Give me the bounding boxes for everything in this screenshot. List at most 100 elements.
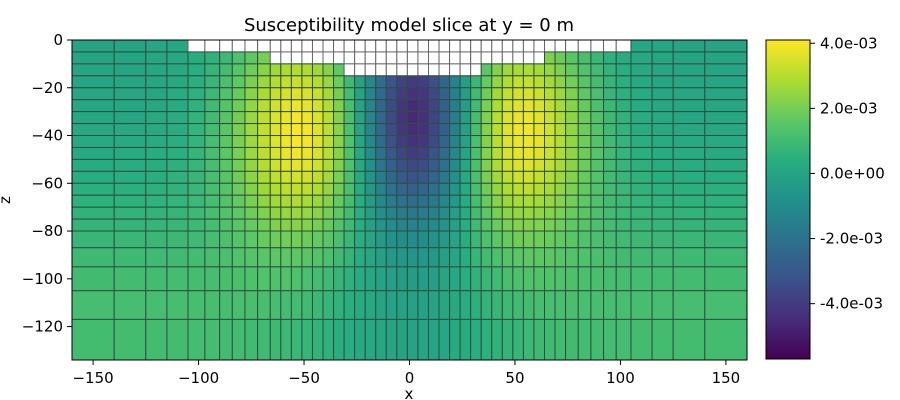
mesh-cell: [459, 135, 472, 148]
mesh-cell: [280, 123, 292, 137]
mesh-cell: [354, 247, 366, 268]
mesh-cell: [577, 266, 592, 292]
mesh-cell: [417, 218, 429, 232]
mesh-cell: [145, 194, 168, 208]
mesh-cell: [480, 158, 493, 172]
mesh-cell: [257, 111, 271, 125]
mesh-cell: [533, 123, 545, 137]
mesh-cell: [565, 63, 579, 77]
mesh-cell: [615, 230, 632, 249]
mesh-cells: [71, 39, 748, 361]
mesh-cell: [438, 266, 451, 292]
mesh-cell: [385, 99, 398, 113]
mesh-cell: [512, 182, 524, 196]
mesh-cell: [417, 194, 429, 208]
mesh-cell: [615, 318, 632, 361]
mesh-cell: [396, 75, 408, 89]
mesh-cell: [322, 111, 335, 125]
mesh-cell: [491, 87, 503, 101]
mesh-cell: [71, 99, 115, 113]
mesh-cell: [385, 182, 398, 196]
y-tick-label: −20: [31, 79, 63, 97]
mesh-cell: [396, 266, 408, 292]
mesh-cell: [651, 135, 674, 148]
mesh-cell: [364, 87, 377, 101]
mesh-cell: [219, 158, 233, 172]
air-cell: [577, 39, 592, 53]
mesh-cell: [280, 194, 292, 208]
mesh-cell: [459, 318, 472, 361]
mesh-cell: [396, 99, 408, 113]
mesh-cell: [651, 247, 674, 268]
mesh-cell: [311, 99, 324, 113]
mesh-cell: [522, 206, 535, 220]
mesh-cell: [603, 158, 617, 172]
mesh-cell: [71, 266, 115, 292]
mesh-cell: [311, 318, 324, 361]
mesh-cell: [322, 182, 335, 196]
mesh-cell: [406, 158, 419, 172]
mesh-cell: [145, 158, 168, 172]
mesh-cell: [590, 123, 605, 137]
mesh-cell: [533, 146, 545, 160]
mesh-cell: [459, 146, 472, 160]
mesh-cell: [280, 63, 292, 77]
mesh-cell: [375, 146, 387, 160]
mesh-cell: [630, 218, 653, 232]
air-cell: [322, 39, 335, 53]
mesh-cell: [375, 230, 387, 249]
x-tick-label: −50: [288, 369, 320, 387]
air-cell: [470, 63, 482, 77]
mesh-cell: [554, 75, 567, 89]
mesh-cell: [590, 266, 605, 292]
chart-title: Susceptibility model slice at y = 0 m: [244, 15, 574, 36]
mesh-cell: [544, 318, 556, 361]
air-cell: [333, 39, 345, 53]
mesh-cell: [231, 247, 246, 268]
mesh-cell: [533, 99, 545, 113]
air-cell: [364, 39, 377, 53]
mesh-cell: [244, 135, 259, 148]
mesh-cell: [280, 87, 292, 101]
mesh-cell: [438, 194, 451, 208]
mesh-cell: [438, 170, 451, 184]
mesh-cell: [522, 318, 535, 361]
mesh-cell: [544, 206, 556, 220]
mesh-cell: [615, 75, 632, 89]
mesh-cell: [145, 111, 168, 125]
mesh-cell: [204, 247, 221, 268]
mesh-cell: [704, 194, 748, 208]
mesh-cell: [615, 218, 632, 232]
mesh-cell: [187, 146, 206, 160]
mesh-cell: [290, 135, 303, 148]
mesh-cell: [290, 182, 303, 196]
mesh-cell: [630, 290, 653, 320]
mesh-cell: [301, 87, 313, 101]
mesh-cell: [417, 247, 429, 268]
mesh-cell: [257, 266, 271, 292]
mesh-cell: [257, 146, 271, 160]
mesh-cell: [544, 158, 556, 172]
mesh-cell: [333, 194, 345, 208]
mesh-cell: [354, 111, 366, 125]
mesh-cell: [672, 218, 706, 232]
mesh-cell: [322, 135, 335, 148]
mesh-cell: [375, 182, 387, 196]
mesh-cell: [301, 247, 313, 268]
mesh-cell: [672, 182, 706, 196]
mesh-cell: [145, 182, 168, 196]
mesh-cell: [301, 123, 313, 137]
mesh-cell: [145, 75, 168, 89]
mesh-cell: [204, 290, 221, 320]
mesh-cell: [449, 230, 461, 249]
mesh-cell: [630, 87, 653, 101]
mesh-cell: [427, 111, 440, 125]
mesh-cell: [544, 266, 556, 292]
mesh-cell: [354, 170, 366, 184]
mesh-cell: [438, 123, 451, 137]
mesh-cell: [427, 75, 440, 89]
mesh-cell: [219, 182, 233, 196]
mesh-cell: [71, 182, 115, 196]
air-cell: [512, 51, 524, 65]
mesh-cell: [438, 75, 451, 89]
